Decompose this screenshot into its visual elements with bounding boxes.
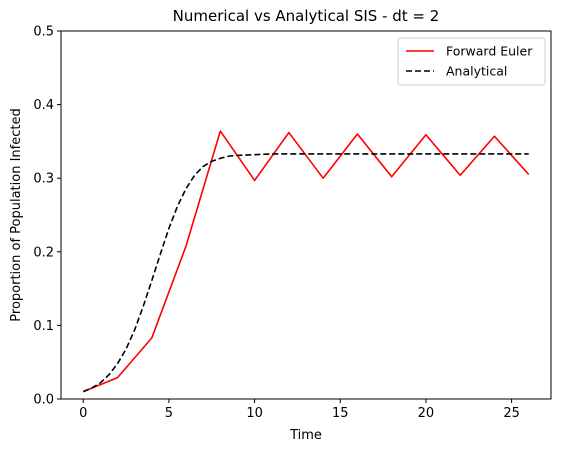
- x-tick-label: 10: [246, 406, 263, 421]
- y-tick-label: 0.1: [33, 319, 54, 334]
- y-tick-label: 0.3: [33, 172, 54, 187]
- legend-label-forward-euler: Forward Euler: [446, 44, 533, 59]
- legend-label-analytical: Analytical: [446, 64, 507, 79]
- y-axis: 0.0 0.1 0.2 0.3 0.4 0.5: [33, 25, 61, 408]
- x-tick-label: 20: [418, 406, 435, 421]
- x-tick-label: 0: [79, 406, 87, 421]
- y-tick-label: 0.0: [33, 393, 54, 408]
- y-tick-label: 0.4: [33, 98, 54, 113]
- y-tick-label: 0.5: [33, 25, 54, 40]
- chart-title: Numerical vs Analytical SIS - dt = 2: [173, 7, 440, 25]
- x-axis-label: Time: [289, 428, 322, 443]
- series-layer: [83, 131, 528, 392]
- x-tick-label: 15: [332, 406, 349, 421]
- y-axis-label: Proportion of Population Infected: [9, 108, 24, 321]
- x-tick-label: 25: [503, 406, 520, 421]
- series-line-forward-euler: [83, 131, 528, 392]
- x-tick-label: 5: [165, 406, 173, 421]
- series-line-analytical: [83, 154, 528, 392]
- x-axis: 0 5 10 15 20 25: [79, 399, 520, 421]
- plot-area-frame: [61, 31, 551, 399]
- legend: Forward Euler Analytical: [398, 38, 545, 85]
- y-tick-label: 0.2: [33, 245, 54, 260]
